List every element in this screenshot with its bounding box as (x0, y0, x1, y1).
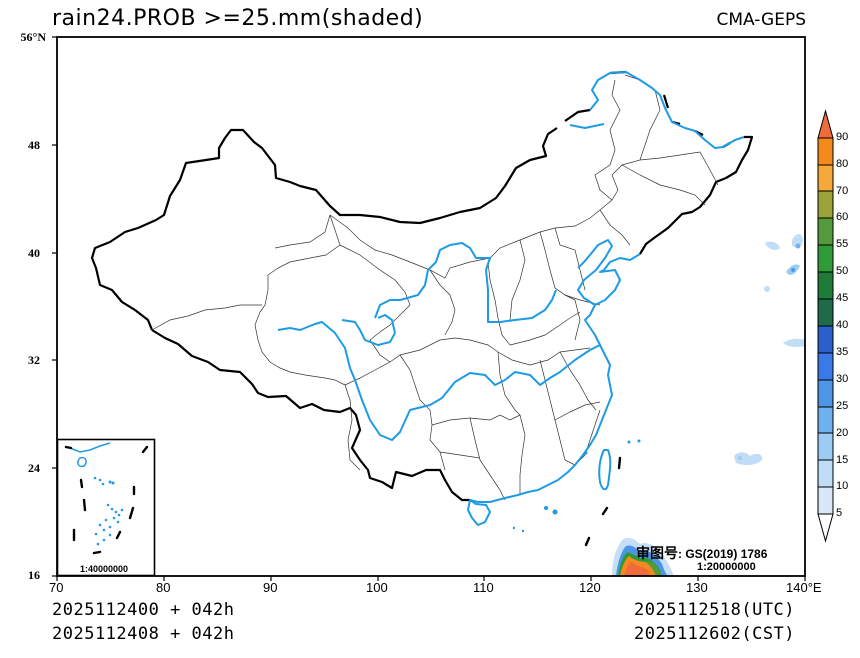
legend-label-50: 50 (836, 265, 849, 277)
legend-label-55: 55 (836, 238, 849, 250)
legend-label-35: 35 (836, 346, 849, 358)
main-map-scale: 1:20000000 (697, 561, 756, 573)
legend-label-20: 20 (836, 427, 849, 439)
x-tick-120: 120 (579, 580, 601, 595)
map-frame (56, 36, 806, 577)
valid-time-utc: 2025112518(UTC) (634, 600, 796, 620)
y-tick-24: 24 (28, 461, 40, 475)
y-tick-56: 56°N (20, 30, 46, 44)
precip-shading (612, 234, 805, 576)
legend-label-45: 45 (836, 292, 849, 304)
legend-label-40: 40 (836, 319, 849, 331)
x-tick-80: 80 (156, 580, 171, 595)
legend-label-30: 30 (836, 373, 849, 385)
legend-label-25: 25 (836, 400, 849, 412)
valid-time-cst: 2025112602(CST) (634, 624, 796, 644)
model-name: CMA-GEPS (716, 10, 806, 30)
approval-label: 审图号 (636, 546, 678, 562)
legend-label-80: 80 (836, 158, 849, 170)
legend-label-60: 60 (836, 211, 849, 223)
x-tick-90: 90 (263, 580, 278, 595)
colorbar (817, 109, 834, 543)
x-tick-100: 100 (366, 580, 388, 595)
dash-line (584, 456, 622, 547)
provincial-borders (151, 74, 719, 501)
inset-map (56, 438, 156, 577)
legend-label-10: 10 (836, 480, 849, 492)
y-tick-40: 40 (28, 246, 40, 260)
init-time-cst: 2025112408 + 042h (52, 624, 235, 644)
y-tick-16: 16 (28, 568, 40, 582)
islands (512, 439, 641, 533)
x-tick-110: 110 (473, 580, 494, 595)
legend-label-5: 5 (836, 507, 843, 519)
x-tick-130: 130 (686, 580, 708, 595)
chart-title: rain24.PROB >=25.mm(shaded) (52, 6, 424, 31)
national-border (90, 70, 754, 502)
approval-code: : GS(2019) 1786 (678, 547, 768, 561)
y-tick-48: 48 (28, 138, 40, 152)
inset-map-scale: 1:40000000 (80, 564, 129, 574)
legend-label-15: 15 (836, 454, 849, 466)
x-tick-140: 140°E (786, 580, 822, 595)
map-approval-number: 审图号: GS(2019) 1786 (636, 543, 767, 563)
legend-label-90: 90 (836, 131, 849, 143)
y-tick-32: 32 (28, 353, 40, 367)
legend-label-70: 70 (836, 185, 849, 197)
coastline-rivers (277, 71, 745, 526)
init-time-utc: 2025112400 + 042h (52, 600, 235, 620)
x-tick-70: 70 (49, 580, 64, 595)
